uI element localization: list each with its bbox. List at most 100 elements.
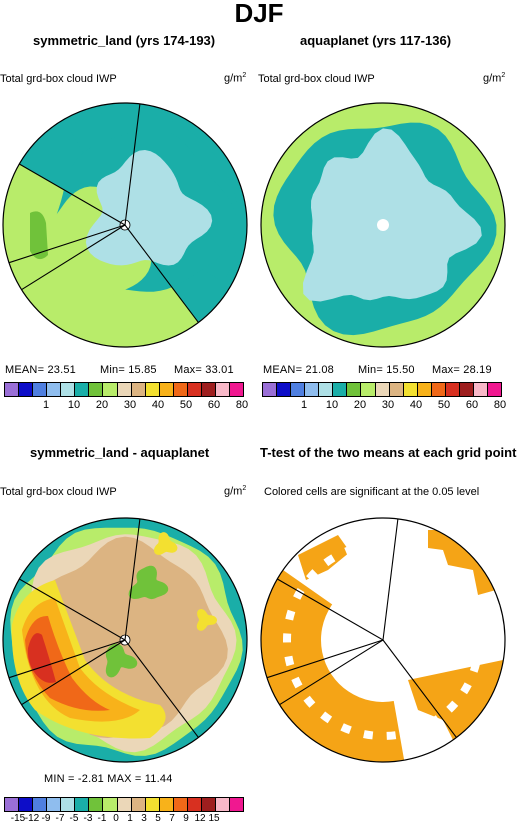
panel1-colorbar-swatch-14 — [187, 383, 202, 396]
panel4-note: Colored cells are significant at the 0.0… — [264, 486, 480, 498]
panel2-colorbar-swatch-14 — [445, 383, 460, 396]
panel3-colorbar-tick-1: -15 — [10, 813, 26, 824]
panel2-colorbar — [262, 382, 502, 397]
panel3-colorbar-tick-3: -9 — [41, 813, 51, 824]
panel2-colorbar-tick-1: 1 — [300, 399, 308, 411]
panel1-colorbar-tick-3: 20 — [95, 399, 109, 411]
panel2-colorbar-swatch-7 — [347, 383, 362, 396]
panel1-max: Max= 33.01 — [174, 364, 234, 376]
panel1-polar-map — [2, 102, 248, 348]
panel3-colorbar-swatch-13 — [173, 798, 188, 811]
panel4-polar-map — [260, 517, 506, 763]
panel2-colorbar-swatch-8 — [361, 383, 376, 396]
panel3-colorbar-tick-14: 12 — [194, 813, 206, 824]
panel1-colorbar-swatch-5 — [61, 383, 76, 396]
panel1-field-30-40 — [30, 211, 48, 260]
panel1-colorbar-swatch-15 — [201, 383, 216, 396]
panel3-field-neg-b — [105, 643, 138, 678]
panel1-colorbar-swatch-7 — [89, 383, 104, 396]
panel3-frame — [2, 517, 248, 763]
panel2-colorbar-swatch-3 — [291, 383, 306, 396]
panel3-colorbar-swatch-8 — [103, 798, 118, 811]
panel3-title: symmetric_land - aquaplanet — [30, 445, 210, 460]
panel2-colorbar-swatch-15 — [459, 383, 474, 396]
panel3-colorbar-swatch-5 — [61, 798, 76, 811]
panel1-colorbar-tick-2: 10 — [67, 399, 81, 411]
panel1-boundary-1 — [124, 103, 141, 226]
panel3-colorbar-tick-7: -1 — [97, 813, 107, 824]
panel3-colorbar-tick-4: -7 — [55, 813, 65, 824]
panel3-colorbar-swatch-14 — [187, 798, 202, 811]
panel1-boundary-4 — [19, 163, 126, 226]
panel1-colorbar-swatch-9 — [117, 383, 132, 396]
panel2-colorbar-swatch-13 — [431, 383, 446, 396]
panel2-colorbar-tick-5: 40 — [409, 399, 423, 411]
panel1-colorbar-swatch-6 — [75, 383, 90, 396]
panel3-polar-map — [2, 517, 248, 763]
panel3-colorbar-swatch-6 — [75, 798, 90, 811]
panel3-colorbar-swatch-17 — [230, 798, 244, 811]
panel2-colorbar-swatch-9 — [375, 383, 390, 396]
panel1-boundary-3 — [124, 224, 199, 323]
panel3-boundary-2 — [21, 639, 126, 706]
panel1-plot — [2, 102, 248, 348]
panel1-colorbar-swatch-12 — [159, 383, 174, 396]
panel2-colorbar-tick-3: 20 — [353, 399, 367, 411]
panel3-minmax: MIN = -2.81 MAX = 11.44 — [44, 773, 173, 785]
panel2-colorbar-tick-7: 60 — [465, 399, 479, 411]
panel3-colorbar-tick-9: 1 — [127, 813, 133, 824]
panel1-frame — [2, 102, 248, 348]
panel3-colorbar — [4, 797, 244, 812]
panel1-colorbar — [4, 382, 244, 397]
panel4-boundary-3 — [382, 639, 457, 738]
panel3-colorbar-swatch-4 — [47, 798, 62, 811]
panel1-colorbar-tick-6: 50 — [179, 399, 193, 411]
panel3-units: g/m2 — [224, 485, 247, 498]
panel3-colorbar-swatch-7 — [89, 798, 104, 811]
panel4-gaps — [283, 540, 483, 740]
panel3-colorbar-tick-6: -3 — [83, 813, 93, 824]
panel1-colorbar-swatch-3 — [33, 383, 48, 396]
panel1-field-10-20 — [85, 150, 213, 266]
figure-title: DJF — [234, 0, 284, 28]
panel3-boundary-3 — [124, 639, 199, 738]
panel3-field-pos-c — [154, 532, 178, 555]
panel1-units: g/m2 — [224, 72, 247, 85]
panel4-plot — [260, 517, 506, 763]
panel3-colorbar-tick-12: 7 — [169, 813, 175, 824]
panel2-colorbar-swatch-16 — [473, 383, 488, 396]
panel2-field-10-20 — [303, 128, 482, 302]
panel3-boundary-1 — [124, 518, 141, 641]
panel2-units: g/m2 — [483, 72, 506, 85]
panel1-colorbar-tick-8: 80 — [235, 399, 249, 411]
panel4-boundary-5 — [266, 639, 384, 679]
panel3-colorbar-swatch-10 — [131, 798, 146, 811]
panel2-colorbar-swatch-1 — [263, 383, 278, 396]
panel2-colorbar-swatch-11 — [403, 383, 418, 396]
panel3-boundary-4 — [19, 578, 126, 641]
panel1-colorbar-tick-5: 40 — [151, 399, 165, 411]
panel4-sig-nw — [298, 535, 350, 580]
panel2-title: aquaplanet (yrs 117-136) — [300, 33, 452, 48]
panel2-colorbar-swatch-10 — [389, 383, 404, 396]
panel4-frame — [260, 517, 506, 763]
panel3-field-7-9 — [25, 615, 110, 711]
panel2-colorbar-tick-8: 80 — [493, 399, 507, 411]
panel3-colorbar-tick-10: 3 — [141, 813, 147, 824]
panel2-variable-label: Total grd-box cloud IWP — [258, 73, 375, 85]
panel1-colorbar-swatch-8 — [103, 383, 118, 396]
panel1-min: Min= 15.85 — [100, 364, 157, 376]
panel3-colorbar-tick-8: 0 — [113, 813, 119, 824]
panel3-colorbar-swatch-16 — [215, 798, 230, 811]
panel1-colorbar-swatch-11 — [145, 383, 160, 396]
panel2-colorbar-swatch-6 — [333, 383, 348, 396]
panel3-colorbar-tick-15: 15 — [208, 813, 220, 824]
panel3-colorbar-swatch-3 — [33, 798, 48, 811]
panel2-colorbar-tick-4: 30 — [381, 399, 395, 411]
panel1-title: symmetric_land (yrs 174-193) — [33, 33, 216, 48]
panel3-field-neg-a — [128, 565, 169, 600]
panel1-colorbar-swatch-13 — [173, 383, 188, 396]
panel3-field-pos-d — [196, 609, 217, 631]
panel2-colorbar-swatch-2 — [277, 383, 292, 396]
panel2-mean: MEAN= 21.08 — [263, 364, 334, 376]
